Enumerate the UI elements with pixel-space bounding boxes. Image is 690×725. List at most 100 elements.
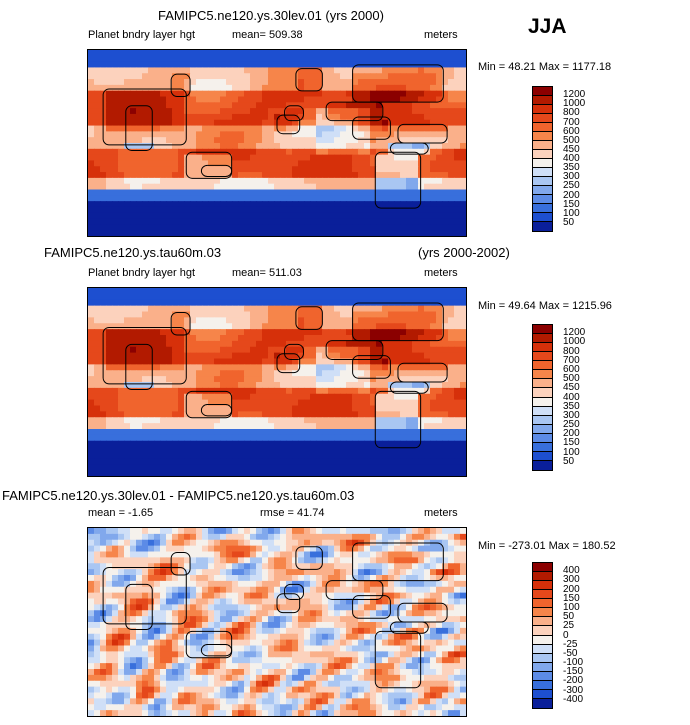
map-cell [322, 293, 329, 301]
map-cell [328, 299, 335, 307]
map-cell [94, 224, 101, 231]
map-cell [136, 592, 143, 600]
map-cell [244, 352, 251, 360]
map-cell [460, 172, 466, 179]
map-cell [160, 545, 167, 553]
map-cell [286, 108, 293, 115]
map-cell [322, 464, 329, 471]
map-cell [250, 575, 257, 582]
map-cell [430, 201, 437, 208]
map-cell [130, 452, 137, 459]
map-cell [424, 393, 431, 401]
map-cell [370, 311, 377, 318]
map-cell [136, 67, 143, 74]
map-cell [394, 580, 401, 588]
map-cell [454, 335, 461, 342]
map-cell [346, 61, 353, 69]
map-cell [142, 195, 149, 202]
map-cell [406, 119, 413, 127]
map-cell [262, 470, 269, 476]
map-cell [202, 189, 209, 196]
map-cell [238, 458, 245, 465]
map-cell [364, 55, 371, 63]
map-cell [406, 73, 413, 80]
map-cell [430, 393, 437, 401]
map-cell [256, 317, 263, 324]
map-cell [412, 376, 419, 383]
map-cell [388, 288, 395, 295]
map-cell [268, 119, 275, 127]
map-cell [148, 195, 155, 202]
map-cell [184, 470, 191, 476]
map-cell [118, 131, 125, 138]
map-cell [232, 533, 239, 541]
map-cell [184, 317, 191, 324]
map-cell [94, 411, 101, 418]
colorbar-tick-label: 300 [563, 409, 580, 421]
map-cell [376, 323, 383, 330]
map-cell [130, 288, 137, 295]
map-cell [136, 305, 143, 313]
map-cell [172, 470, 179, 476]
map-cell [214, 340, 221, 348]
map-cell [376, 434, 383, 442]
map-cell [178, 557, 185, 564]
map-cell [232, 470, 239, 476]
map-cell [400, 119, 407, 127]
map-cell [280, 131, 287, 138]
map-cell [292, 329, 299, 336]
map-cell [238, 551, 245, 558]
map-cell [280, 575, 287, 582]
map-cell [418, 230, 425, 236]
map-cell [370, 551, 377, 558]
map-cell [364, 288, 371, 295]
map-cell [364, 305, 371, 313]
map-cell [268, 528, 275, 535]
map-cell [394, 288, 401, 295]
map-cell [442, 452, 449, 459]
map-cell [220, 73, 227, 80]
map-cell [328, 79, 335, 86]
map-cell [436, 166, 443, 173]
map-cell [328, 73, 335, 80]
map-cell [442, 545, 449, 553]
map-cell [220, 335, 227, 342]
map-cell [436, 346, 443, 354]
map-cell [382, 160, 389, 167]
map-cell [178, 206, 185, 214]
map-cell [394, 458, 401, 465]
map-cell [304, 96, 311, 103]
map-cell [454, 382, 461, 389]
map-cell [112, 346, 119, 354]
map-cell [376, 67, 383, 74]
map-cell [136, 551, 143, 558]
map-cell [262, 73, 269, 80]
map-cell [226, 586, 233, 594]
map-cell [226, 470, 233, 476]
map-cell [280, 143, 287, 150]
map-cell [202, 224, 209, 231]
map-cell [358, 335, 365, 342]
map-cell [310, 230, 317, 236]
map-cell [154, 452, 161, 459]
map-cell [154, 79, 161, 86]
map-cell [268, 446, 275, 454]
map-cell [142, 189, 149, 196]
map-cell [370, 218, 377, 225]
map-cell [238, 528, 245, 535]
map-cell [250, 67, 257, 74]
map-cell [238, 206, 245, 214]
map-cell [244, 358, 251, 365]
map-cell [208, 580, 215, 588]
map-cell [202, 533, 209, 541]
map-cell [214, 539, 221, 547]
map-cell [376, 446, 383, 454]
map-cell [340, 195, 347, 202]
map-cell [196, 212, 203, 220]
map-cell [202, 604, 209, 611]
map-cell [154, 434, 161, 442]
map-cell [460, 580, 466, 588]
map-cell [208, 358, 215, 365]
map-cell [256, 382, 263, 389]
map-cell [382, 551, 389, 558]
